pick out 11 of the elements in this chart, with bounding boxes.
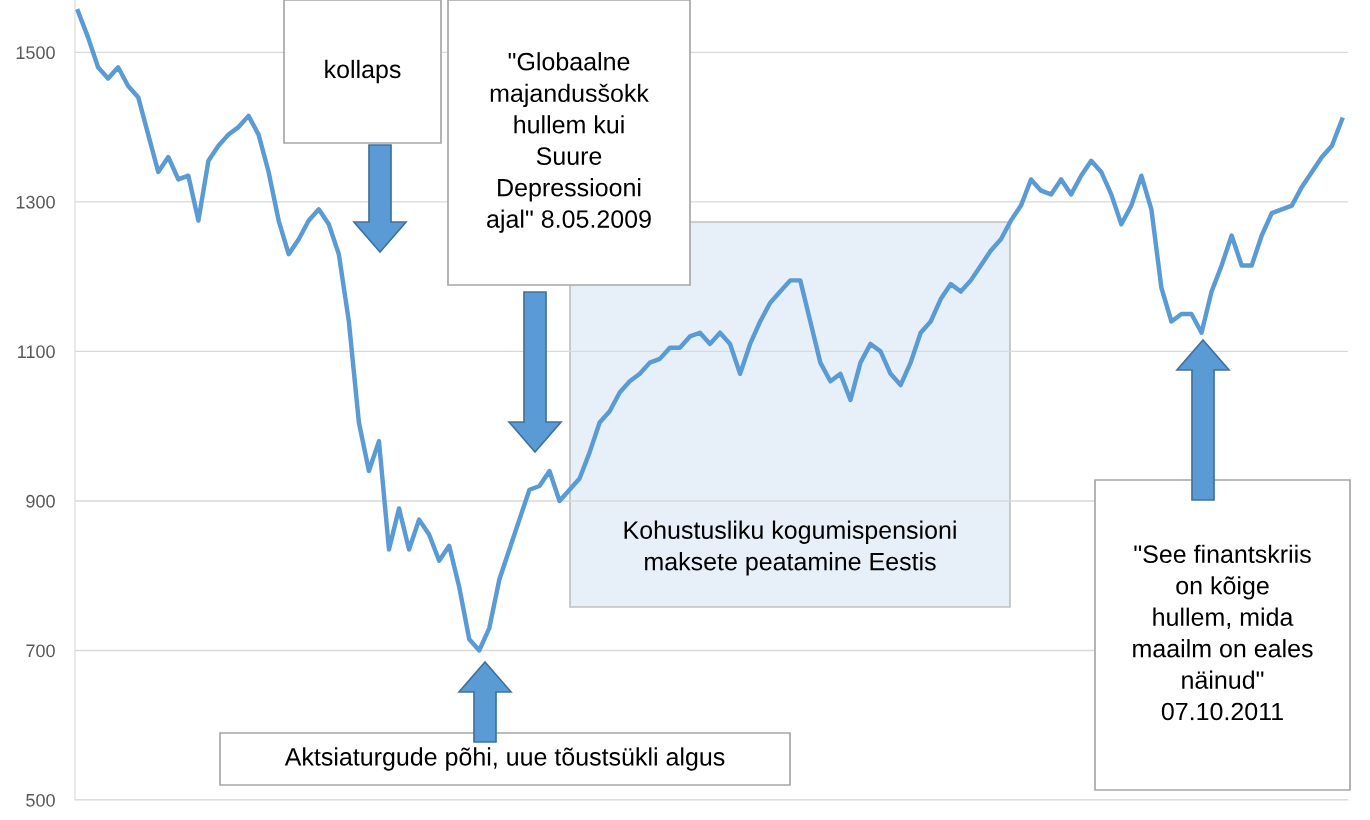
annotation: Aktsiaturgude põhi, uue tõustsükli algus xyxy=(284,747,725,771)
y-tick-label: 1500 xyxy=(16,46,55,60)
annotation: Kohustusliku kogumispensioni maksete peatamine Eestis xyxy=(624,520,956,576)
y-tick-label: 1300 xyxy=(16,195,55,209)
annotation: "Globaalne majandusšokk hullem kui Suure Depressiooni ajal" 8.05.2009 xyxy=(487,52,651,233)
annotation: kollaps xyxy=(325,59,401,84)
y-tick-label: 900 xyxy=(26,494,55,508)
y-tick-label: 500 xyxy=(26,793,55,807)
y-tick-label: 1100 xyxy=(18,345,55,359)
annotation: "See finantskriis on kõige hullem, mida maailm on eales näinud" 07.10.2011 xyxy=(1133,544,1313,721)
y-tick-label: 700 xyxy=(26,644,55,658)
